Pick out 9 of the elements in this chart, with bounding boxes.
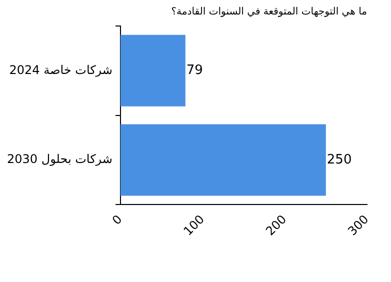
y-tick-label: شركات بحلول 2030 xyxy=(6,152,112,166)
y-tick-label: شركات خاصة 2024 xyxy=(9,62,112,77)
data-label: 79 xyxy=(186,63,203,78)
chart-title: ما هي التوجهات المتوقعة في السنوات القادمة؟ xyxy=(171,6,367,18)
data-label: 250 xyxy=(326,152,352,168)
x-tick-label: 300 xyxy=(345,212,372,238)
x-tick-label: 0 xyxy=(110,212,125,228)
x-tick-label: 100 xyxy=(180,212,207,238)
x-tick-label: 200 xyxy=(263,212,290,238)
